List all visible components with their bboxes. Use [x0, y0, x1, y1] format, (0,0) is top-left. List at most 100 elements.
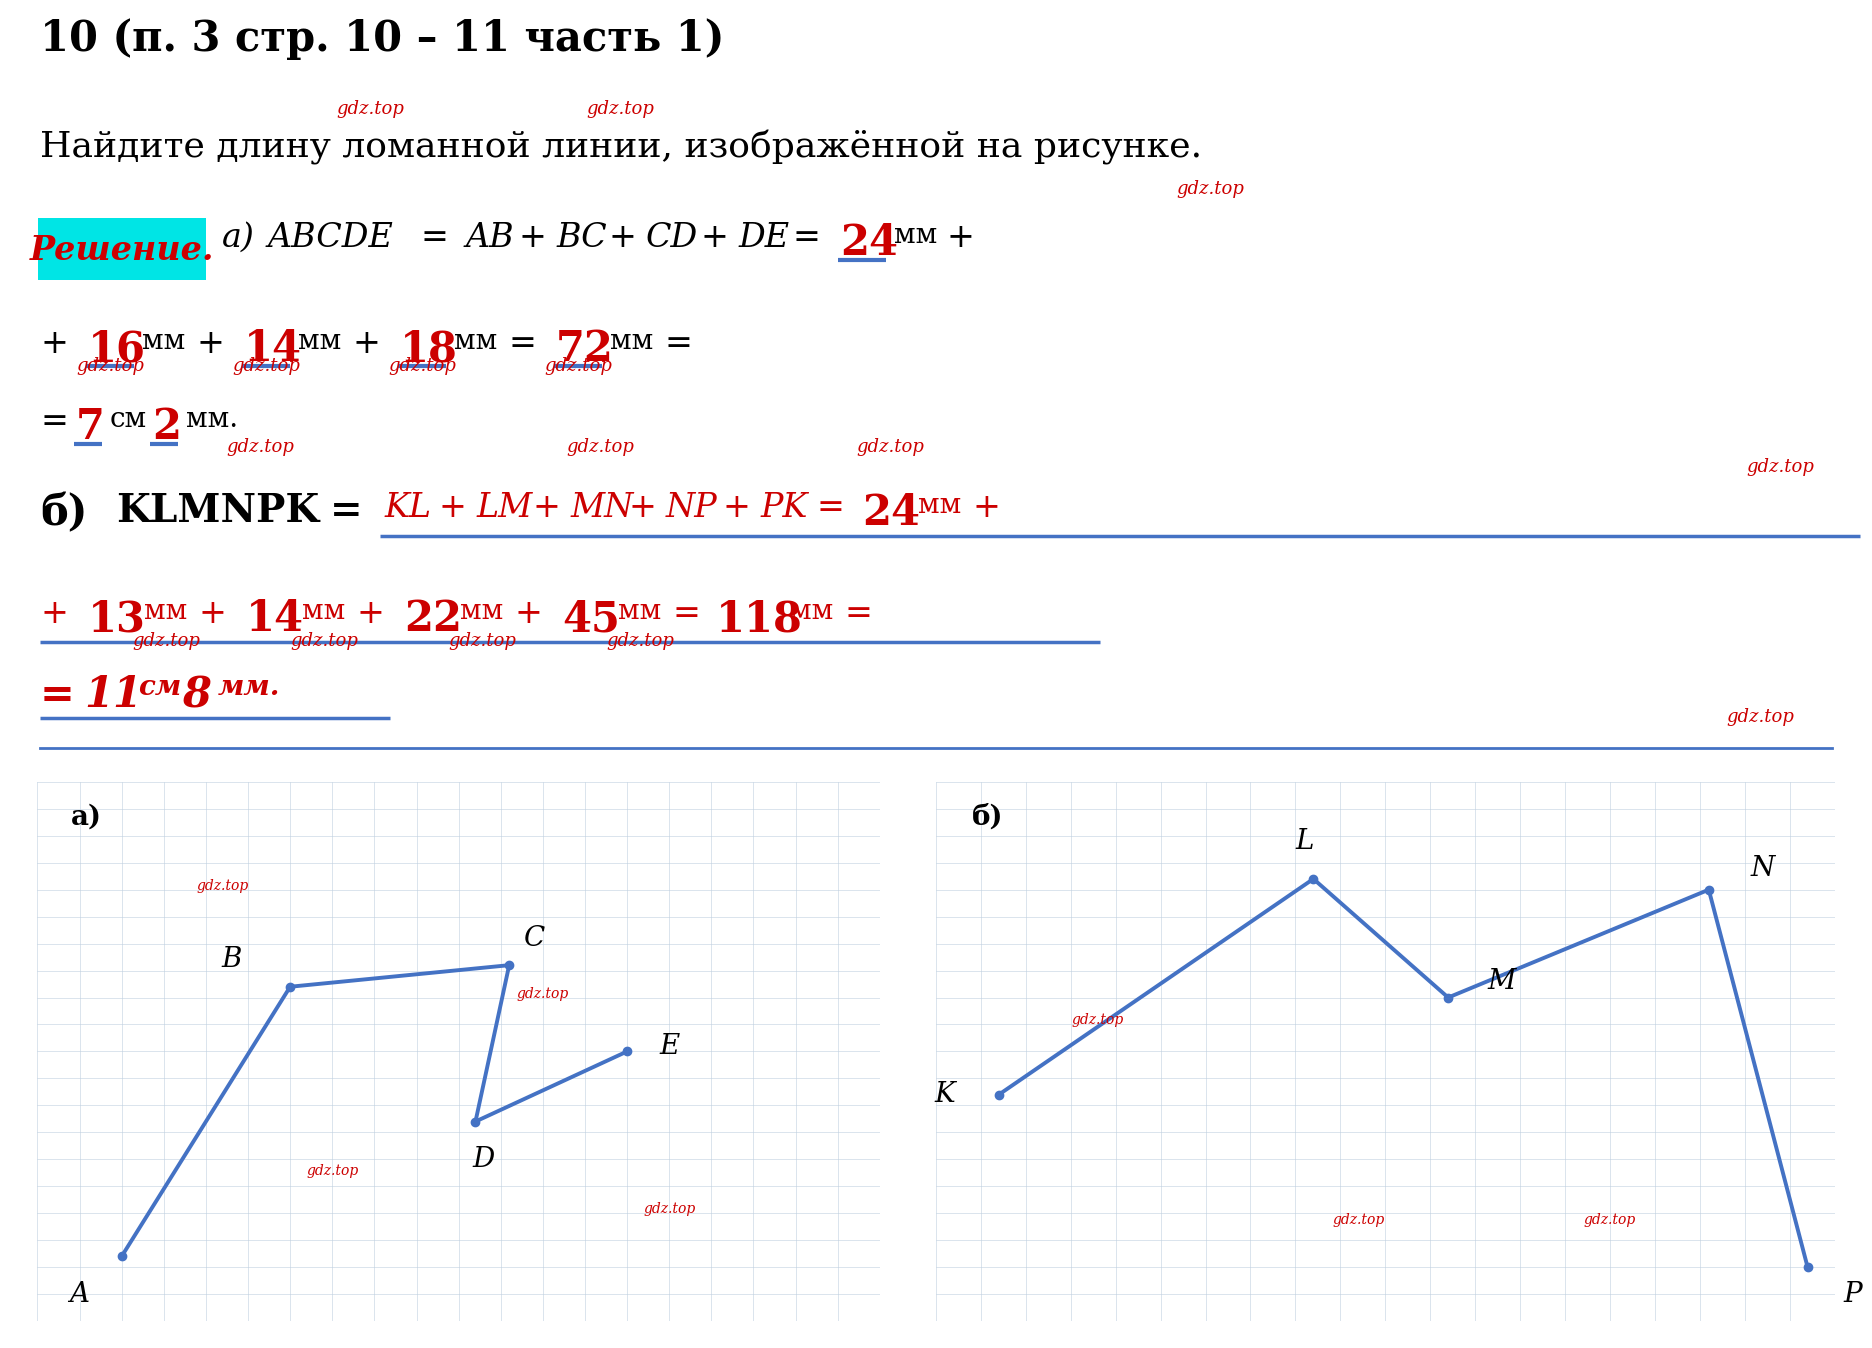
Text: мм: мм: [461, 599, 504, 625]
Text: Найдите длину ломанной линии, изображённой на рисунке.: Найдите длину ломанной линии, изображённ…: [39, 129, 1202, 164]
Text: 10 (п. 3 стр. 10 – 11 часть 1): 10 (п. 3 стр. 10 – 11 часть 1): [39, 18, 724, 61]
Text: +: +: [198, 599, 227, 630]
Text: 14: 14: [243, 328, 301, 369]
Text: CD: CD: [646, 222, 698, 253]
Text: E: E: [659, 1033, 680, 1060]
Text: D: D: [474, 1146, 494, 1173]
Text: gdz.top: gdz.top: [77, 357, 144, 375]
Text: gdz.top: gdz.top: [447, 632, 517, 650]
Text: AB: AB: [466, 222, 515, 253]
Text: N: N: [1750, 855, 1775, 882]
Text: 24: 24: [861, 492, 919, 534]
Text: мм: мм: [610, 328, 653, 355]
Text: gdz.top: gdz.top: [607, 632, 674, 650]
Text: =: =: [39, 674, 75, 716]
Text: DE: DE: [738, 222, 790, 253]
Text: K: K: [934, 1081, 955, 1108]
Text: +: +: [356, 599, 384, 630]
Text: 45: 45: [562, 599, 620, 640]
Text: 24: 24: [841, 222, 899, 264]
Text: +: +: [39, 599, 67, 630]
Text: ABCDE: ABCDE: [268, 222, 393, 253]
Text: gdz.top: gdz.top: [337, 100, 404, 119]
Text: 118: 118: [715, 599, 803, 640]
Text: б): б): [39, 492, 88, 534]
Text: мм: мм: [917, 492, 960, 519]
Text: gdz.top: gdz.top: [388, 357, 457, 375]
Text: Решение.: Решение.: [30, 233, 213, 267]
Text: мм: мм: [455, 328, 498, 355]
Text: gdz.top: gdz.top: [565, 438, 635, 456]
Text: =: =: [816, 492, 844, 524]
Text: +: +: [197, 328, 225, 360]
Text: P: P: [1844, 1281, 1863, 1308]
Text: gdz.top: gdz.top: [517, 987, 569, 1000]
Text: а): а): [223, 222, 255, 253]
Text: мм: мм: [144, 599, 187, 625]
Text: 11: 11: [84, 674, 142, 716]
Text: gdz.top: gdz.top: [197, 879, 249, 892]
Text: gdz.top: gdz.top: [1176, 181, 1243, 198]
Text: C: C: [524, 925, 545, 952]
Text: мм: мм: [895, 222, 938, 249]
Text: =: =: [419, 222, 447, 253]
Text: gdz.top: gdz.top: [1747, 458, 1814, 476]
Text: LM: LM: [475, 492, 532, 524]
Text: +: +: [627, 492, 655, 524]
Text: gdz.top: gdz.top: [1333, 1213, 1385, 1227]
Text: +: +: [519, 222, 547, 253]
Text: мм: мм: [142, 328, 185, 355]
Text: =: =: [39, 406, 67, 438]
Text: +: +: [723, 492, 751, 524]
Text: gdz.top: gdz.top: [545, 357, 612, 375]
Text: +: +: [700, 222, 728, 253]
Text: L: L: [1295, 828, 1314, 855]
Text: MN: MN: [569, 492, 633, 524]
Text: gdz.top: gdz.top: [133, 632, 200, 650]
Text: 2: 2: [152, 406, 182, 448]
Text: мм: мм: [298, 328, 341, 355]
Text: 7: 7: [77, 406, 105, 448]
Text: +: +: [515, 599, 541, 630]
Text: +: +: [352, 328, 380, 360]
Text: gdz.top: gdz.top: [307, 1165, 358, 1178]
Text: 16: 16: [88, 328, 146, 369]
Text: =: =: [665, 328, 693, 360]
Text: а): а): [71, 803, 103, 830]
Text: +: +: [945, 222, 973, 253]
Text: gdz.top: gdz.top: [1584, 1213, 1636, 1227]
Text: KL: KL: [384, 492, 431, 524]
Text: мм.: мм.: [217, 674, 281, 701]
Text: M: M: [1488, 968, 1516, 995]
Text: gdz.top: gdz.top: [290, 632, 358, 650]
Text: +: +: [532, 492, 560, 524]
Text: gdz.top: gdz.top: [1726, 708, 1793, 727]
Text: BC: BC: [556, 222, 607, 253]
Text: =: =: [329, 492, 363, 530]
Text: 72: 72: [556, 328, 614, 369]
Text: +: +: [39, 328, 67, 360]
Text: мм: мм: [301, 599, 344, 625]
Text: б): б): [972, 803, 1003, 830]
Text: PK: PK: [760, 492, 807, 524]
Text: KLMNPK: KLMNPK: [116, 492, 320, 530]
Text: мм: мм: [790, 599, 833, 625]
Text: =: =: [507, 328, 535, 360]
Text: =: =: [672, 599, 700, 630]
Text: gdz.top: gdz.top: [1071, 1014, 1123, 1027]
Text: gdz.top: gdz.top: [856, 438, 925, 456]
Text: B: B: [221, 946, 241, 973]
Text: +: +: [972, 492, 1000, 524]
Text: gdz.top: gdz.top: [644, 1202, 695, 1216]
Text: gdz.top: gdz.top: [232, 357, 300, 375]
Text: см: см: [139, 674, 182, 701]
Text: 22: 22: [404, 599, 462, 640]
Text: 13: 13: [88, 599, 146, 640]
Text: +: +: [438, 492, 466, 524]
Text: 14: 14: [245, 599, 303, 640]
FancyBboxPatch shape: [37, 218, 206, 280]
Text: +: +: [608, 222, 636, 253]
Text: 8: 8: [182, 674, 212, 716]
Text: gdz.top: gdz.top: [586, 100, 653, 119]
Text: NP: NP: [666, 492, 717, 524]
